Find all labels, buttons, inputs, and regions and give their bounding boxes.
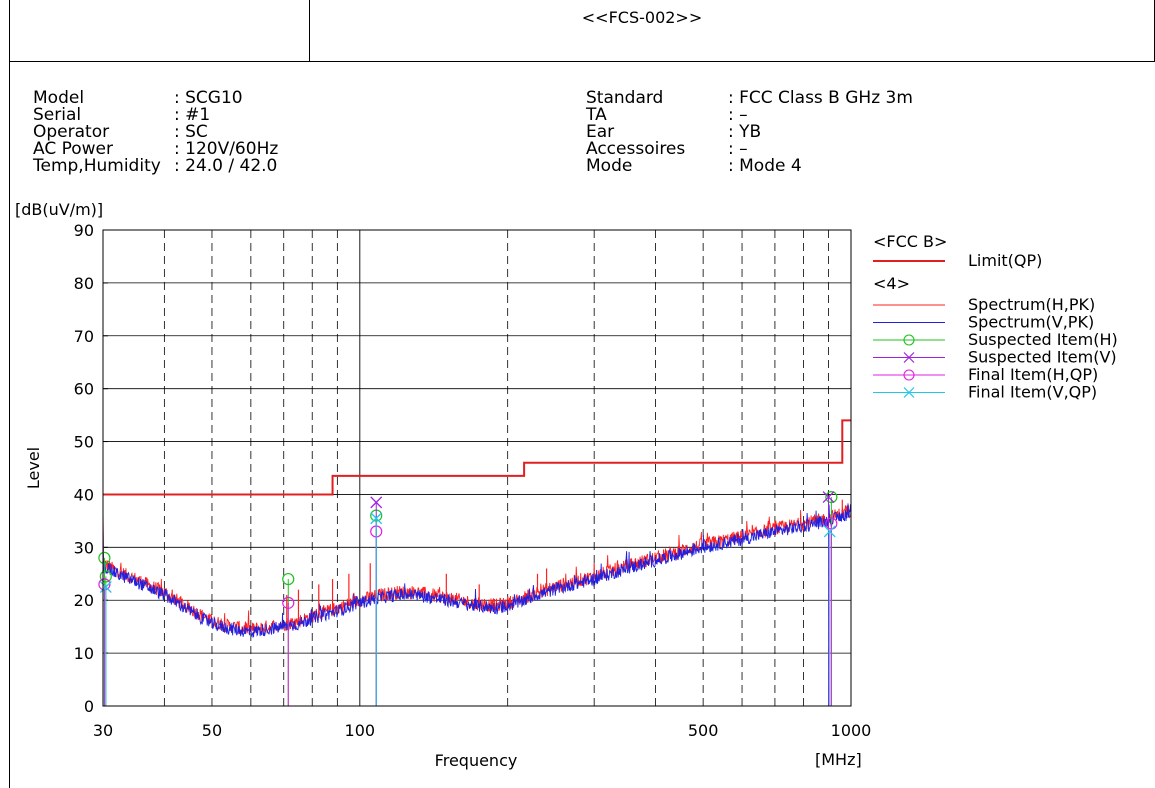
legend-group-header: <4> [873, 274, 910, 293]
grid-layer [103, 229, 851, 707]
header-logo-box [9, 0, 310, 62]
x-tick-label: 1000 [831, 721, 872, 740]
info-row-serial: Serial : #1 [33, 105, 210, 125]
x-axis-label: Frequency [435, 751, 518, 770]
info-row-standard: Standard : FCC Class B GHz 3m [586, 88, 913, 108]
final-h-marker [98, 578, 111, 591]
y-tick-label: 40 [74, 485, 94, 504]
legend-entry-label: Limit(QP) [968, 251, 1042, 270]
suspected-h-marker [99, 570, 112, 583]
left-border [9, 62, 10, 788]
info-key: Standard [586, 88, 664, 108]
info-key: Operator [33, 122, 110, 142]
legend-entry-label: Final Item(V,QP) [968, 383, 1097, 402]
info-left-block: Model : SCG10 Serial : #1 Operator : SC AC … [33, 88, 278, 176]
x-tick-label: 50 [202, 721, 222, 740]
info-value: : SCG10 [174, 88, 243, 108]
info-key: TA [586, 105, 607, 125]
info-row-model: Model : SCG10 [33, 88, 243, 108]
y-tick-label: 20 [74, 591, 94, 610]
final-v-marker [370, 512, 383, 525]
info-key: Mode [586, 156, 633, 176]
info-row-ac-power: AC Power : 120V/60Hz [33, 139, 278, 159]
suspected-v-marker [822, 491, 835, 504]
info-key: AC Power [33, 139, 114, 159]
info-value: : 24.0 / 42.0 [174, 156, 278, 176]
legend-marker [903, 334, 915, 346]
legend-marker [903, 387, 915, 398]
y-tick-label: 0 [84, 697, 94, 716]
x-tick-label: 100 [345, 721, 376, 740]
suspected-h-marker [98, 551, 111, 565]
plot-frame [102, 229, 852, 707]
info-key: Serial [33, 105, 82, 125]
info-right-block: Standard : FCC Class B GHz 3m TA : – Ear : … [586, 88, 913, 176]
spectrum-h-trace [102, 505, 852, 635]
info-row-operator: Operator : SC [33, 122, 208, 142]
info-row-accessoires: Accessoires : – [586, 139, 748, 159]
spectrum-v-trace [102, 503, 852, 638]
y-tick-label: 70 [74, 327, 94, 346]
legend-entry-label: Final Item(H,QP) [968, 365, 1098, 384]
info-key: Ear [586, 122, 615, 142]
x-tick-label: 30 [93, 721, 113, 740]
series-layer [98, 419, 852, 706]
info-key: Accessoires [586, 139, 686, 159]
info-key: Model [33, 88, 85, 108]
info-value: : Mode 4 [728, 156, 802, 176]
suspected-v-marker [370, 496, 383, 509]
info-value: : #1 [174, 105, 211, 125]
info-row-mode: Mode : Mode 4 [586, 156, 802, 176]
info-value: : YB [728, 122, 762, 142]
legend-group-header: <FCC B> [873, 232, 947, 251]
legend-entry-label: Spectrum(H,PK) [968, 295, 1095, 314]
y-axis-unit: [dB(uV/m)] [15, 200, 103, 219]
info-key: Temp,Humidity [33, 156, 161, 176]
y-tick-label: 10 [74, 644, 94, 663]
info-value: : – [728, 139, 748, 159]
final-v-marker [99, 581, 112, 593]
legend-marker [903, 352, 915, 363]
y-tick-label: 60 [74, 380, 94, 399]
legend-marker [903, 369, 915, 381]
y-tick-label: 80 [74, 274, 94, 293]
y-tick-label: 30 [74, 538, 94, 557]
x-axis-unit: [MHz] [815, 750, 862, 769]
final-v-marker [823, 525, 836, 538]
info-row-ear: Ear : YB [586, 122, 761, 142]
y-axis-label: Level [24, 447, 43, 489]
tick-labels: 0 10 20 30 40 50 60 70 80 90 30 50 100 500 1000 [74, 221, 872, 740]
header-title-band [310, 0, 1155, 62]
y-tick-label: 90 [74, 221, 94, 240]
final-h-marker [282, 596, 295, 609]
limit-qp-line [103, 419, 851, 496]
info-value: : FCC Class B GHz 3m [728, 88, 913, 108]
x-tick-label: 500 [688, 721, 719, 740]
suspected-h-marker [282, 572, 295, 586]
legend: <FCC B> Limit(QP) <4> Spectrum(H,PK)Spectru… [873, 232, 1118, 402]
info-value: : SC [174, 122, 208, 142]
y-tick-label: 50 [74, 433, 94, 452]
info-value: : – [728, 105, 748, 125]
legend-entry-label: Spectrum(V,PK) [968, 313, 1094, 332]
legend-entry-label: Suspected Item(V) [968, 348, 1117, 367]
info-row-temp-humidity: Temp,Humidity : 24.0 / 42.0 [33, 156, 277, 176]
suspected-h-marker [825, 490, 838, 504]
legend-entry-label: Suspected Item(H) [968, 330, 1118, 349]
info-row-ta: TA : – [586, 105, 748, 125]
report-title: <<FCS-002>> [581, 8, 703, 27]
info-value: : 120V/60Hz [174, 139, 279, 159]
